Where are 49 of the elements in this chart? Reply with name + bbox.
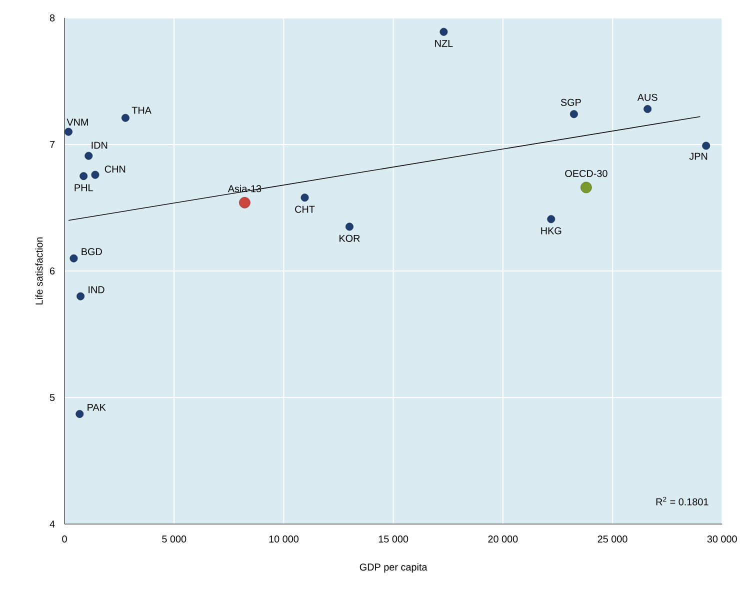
point [91, 170, 100, 179]
point [702, 142, 710, 150]
annotation: AUS [637, 94, 658, 101]
annotation: JPN [689, 152, 708, 160]
point [644, 105, 652, 114]
annotation: THA [132, 106, 152, 114]
annotation: PHL [74, 184, 93, 192]
point [300, 194, 309, 202]
annotation: VNM [66, 118, 88, 126]
annotation: IDN [92, 142, 108, 149]
annotation: SGP [560, 99, 581, 106]
y-tick-label: 5 [50, 394, 55, 402]
annotation: KOR [340, 234, 360, 242]
annotation: NZL [435, 40, 453, 47]
point [80, 172, 88, 180]
series-label: Asia-13 [228, 184, 262, 192]
point [570, 110, 578, 118]
y-tick-label: 6 [50, 268, 55, 275]
x-tick-label: 10 000 [269, 536, 299, 543]
annotation: BGD [82, 248, 102, 256]
x-axis-title: GDP per capita [360, 563, 428, 573]
point [547, 215, 556, 224]
annotation: IND [88, 286, 104, 294]
point [239, 197, 250, 208]
y-tick-label: 4 [50, 520, 55, 528]
point [580, 182, 592, 194]
x-tick-label: 15 000 [378, 536, 408, 543]
point [84, 152, 93, 160]
x-tick-label: 0 [62, 536, 67, 543]
annotation: CHT [295, 206, 315, 213]
annotation: PAK [88, 404, 106, 411]
x-tick-label: 30 000 [707, 536, 737, 543]
x-tick-label: 20 000 [488, 536, 518, 543]
point [121, 114, 130, 122]
x-tick-label: 5 000 [162, 536, 186, 543]
y-tick-label: 7 [50, 141, 55, 148]
point [76, 410, 84, 418]
x-tick-label: 25 000 [598, 536, 628, 543]
point [64, 128, 72, 136]
point [70, 254, 78, 262]
point [76, 292, 85, 300]
series-label: OECD-30 [565, 170, 608, 178]
annotation: CHN [104, 166, 126, 173]
point [346, 222, 354, 231]
point [440, 28, 448, 36]
annotation: HKG [541, 227, 562, 234]
y-axis-title: Life satisfaction [35, 238, 43, 304]
y-tick-label: 8 [50, 14, 55, 22]
annotation: R$^{2}$ = 0.1801 [656, 496, 708, 506]
